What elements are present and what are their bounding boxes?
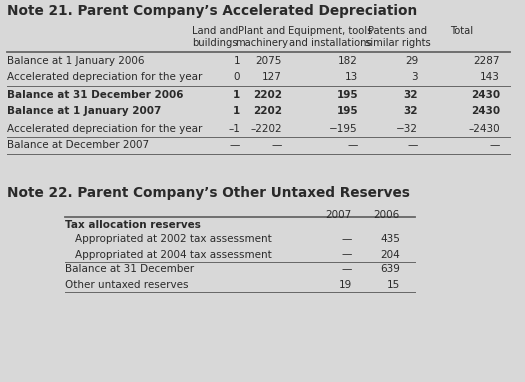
Text: –1: –1 [228, 123, 240, 133]
Text: 2202: 2202 [253, 107, 282, 117]
Text: Balance at 1 January 2007: Balance at 1 January 2007 [7, 107, 161, 117]
Text: 2006: 2006 [374, 210, 400, 220]
Text: 195: 195 [337, 107, 358, 117]
Text: Balance at 1 January 2006: Balance at 1 January 2006 [7, 55, 144, 65]
Text: —: — [271, 141, 282, 151]
Text: 2287: 2287 [474, 55, 500, 65]
Text: Accelerated depreciation for the year: Accelerated depreciation for the year [7, 73, 202, 83]
Text: –2202: –2202 [250, 123, 282, 133]
Text: 29: 29 [405, 55, 418, 65]
Text: Appropriated at 2002 tax assessment: Appropriated at 2002 tax assessment [75, 235, 272, 244]
Text: 2430: 2430 [471, 89, 500, 99]
Text: Other untaxed reserves: Other untaxed reserves [65, 280, 188, 290]
Text: Appropriated at 2004 tax assessment: Appropriated at 2004 tax assessment [75, 249, 272, 259]
Text: 2430: 2430 [471, 107, 500, 117]
Text: Accelerated depreciation for the year: Accelerated depreciation for the year [7, 123, 202, 133]
Text: −32: −32 [396, 123, 418, 133]
Text: —: — [342, 235, 352, 244]
Text: —: — [490, 141, 500, 151]
Text: 182: 182 [338, 55, 358, 65]
Text: Balance at December 2007: Balance at December 2007 [7, 141, 149, 151]
Text: 3: 3 [412, 73, 418, 83]
Text: −195: −195 [329, 123, 358, 133]
Text: Equipment, tools
and installations: Equipment, tools and installations [288, 26, 372, 48]
Text: —: — [342, 264, 352, 275]
Text: 195: 195 [337, 89, 358, 99]
Text: 435: 435 [380, 235, 400, 244]
Text: Total: Total [450, 26, 474, 36]
Text: Note 21. Parent Company’s Accelerated Depreciation: Note 21. Parent Company’s Accelerated De… [7, 4, 417, 18]
Text: 143: 143 [480, 73, 500, 83]
Text: 0: 0 [234, 73, 240, 83]
Text: 2202: 2202 [253, 89, 282, 99]
Text: –2430: –2430 [468, 123, 500, 133]
Text: 127: 127 [262, 73, 282, 83]
Text: —: — [229, 141, 240, 151]
Text: Land and
buildings: Land and buildings [192, 26, 238, 48]
Text: Plant and
machinery: Plant and machinery [236, 26, 289, 48]
Text: —: — [348, 141, 358, 151]
Text: 639: 639 [380, 264, 400, 275]
Text: 32: 32 [404, 107, 418, 117]
Text: Balance at 31 December: Balance at 31 December [65, 264, 194, 275]
Text: 2007: 2007 [326, 210, 352, 220]
Text: 1: 1 [234, 55, 240, 65]
Text: 19: 19 [339, 280, 352, 290]
Text: Note 22. Parent Company’s Other Untaxed Reserves: Note 22. Parent Company’s Other Untaxed … [7, 186, 410, 200]
Text: 32: 32 [404, 89, 418, 99]
Text: 204: 204 [380, 249, 400, 259]
Text: 1: 1 [233, 107, 240, 117]
Text: 15: 15 [387, 280, 400, 290]
Text: Patents and
similar rights: Patents and similar rights [365, 26, 431, 48]
Text: —: — [342, 249, 352, 259]
Text: Tax allocation reserves: Tax allocation reserves [65, 220, 201, 230]
Text: 2075: 2075 [256, 55, 282, 65]
Text: 13: 13 [345, 73, 358, 83]
Text: 1: 1 [233, 89, 240, 99]
Text: —: — [407, 141, 418, 151]
Text: Balance at 31 December 2006: Balance at 31 December 2006 [7, 89, 184, 99]
